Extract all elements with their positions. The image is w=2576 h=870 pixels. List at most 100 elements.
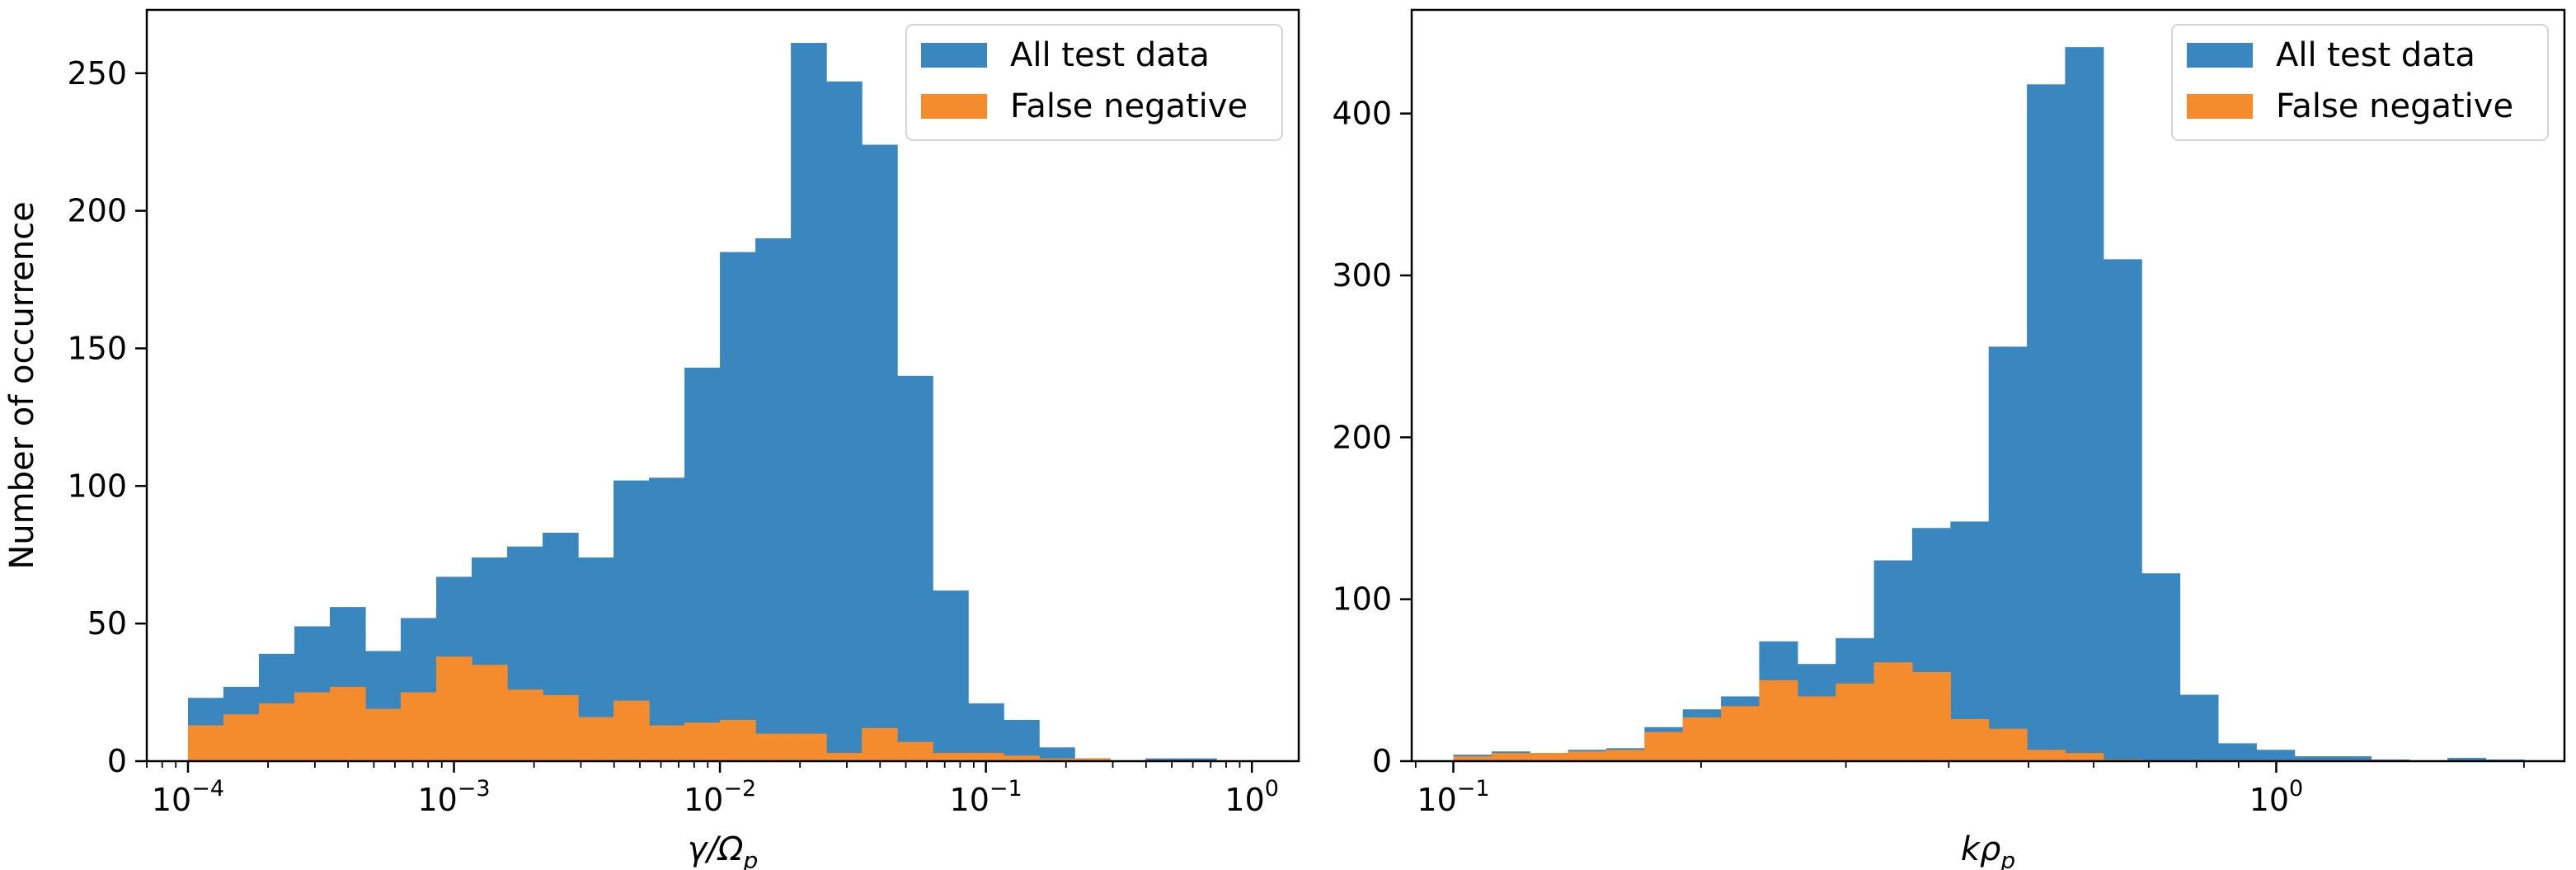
histogram-bar [2217, 743, 2257, 761]
y-tick-label: 250 [67, 55, 127, 92]
x-axis-label: γ/Ωp [688, 830, 759, 870]
histogram-bar [472, 665, 508, 761]
histogram-bar [933, 590, 969, 761]
legend-entry-label: False negative [2276, 87, 2513, 125]
histogram-bar [720, 252, 756, 762]
histogram-bar [897, 741, 933, 761]
histogram-bar [258, 703, 295, 761]
y-tick-label: 50 [87, 605, 127, 642]
chart-panel-left: 10−4 10−3 10−2 10−1 100 0 50 100 150 200 250 γ/Ωp Nu… [3, 8, 1300, 870]
y-tick-label: 150 [67, 330, 127, 366]
histogram-bar [1797, 696, 1836, 761]
histogram-bar [1988, 346, 2028, 761]
series-all-test-data [1453, 47, 2525, 762]
histogram-bar [826, 752, 863, 761]
histogram-bar [1911, 672, 1951, 761]
x-tick-label: 10−2 [684, 776, 756, 818]
histogram-bar [826, 81, 863, 761]
histogram-bar [1453, 756, 1492, 761]
y-tick-label: 200 [1332, 419, 1392, 455]
histogram-bar [1759, 680, 1798, 761]
histogram-bar [1074, 758, 1111, 761]
y-tick-label: 0 [107, 743, 127, 779]
histogram-bar [649, 725, 685, 761]
legend-swatch [2187, 43, 2253, 68]
histogram-bar [543, 694, 579, 761]
histogram-bar [1530, 753, 1569, 761]
histogram-bar [578, 717, 614, 761]
legend: All test data False negative [2171, 24, 2549, 141]
histogram-bar [1950, 718, 1990, 761]
histogram-bar [1644, 731, 1684, 761]
histogram-bar [2103, 259, 2142, 761]
histogram-bar [187, 725, 224, 761]
legend-swatch [921, 94, 987, 119]
histogram-bar [791, 43, 827, 762]
histogram-bar [1605, 750, 1645, 761]
x-tick-label: 100 [1225, 776, 1279, 818]
series-false-negative [1453, 662, 2142, 761]
histogram-bar [1836, 683, 1875, 761]
histogram-bar [223, 714, 260, 761]
y-tick-label: 100 [67, 468, 127, 504]
histogram-bar [2447, 758, 2487, 761]
legend-swatch [921, 43, 987, 68]
histogram-bar [1181, 758, 1217, 761]
histogram-bar [755, 237, 792, 761]
legend-entry-label: False negative [1010, 87, 1248, 125]
histogram-bar [365, 708, 402, 761]
histogram-bar [1039, 747, 1075, 761]
histogram-bar [933, 752, 969, 761]
legend-swatch [2187, 94, 2253, 119]
legend-entry-label: All test data [2276, 36, 2475, 74]
histogram-bar [2179, 694, 2219, 761]
histogram-bar [2027, 750, 2066, 761]
x-tick-label: 100 [2249, 776, 2304, 818]
histogram-bar [1568, 751, 1607, 761]
histogram-bar [649, 477, 685, 761]
y-tick-label: 0 [1372, 743, 1392, 779]
x-tick-label: 10−4 [152, 776, 224, 818]
histogram-bar [294, 692, 331, 761]
y-tick-label: 100 [1332, 581, 1392, 618]
x-tick-label: 10−1 [1417, 776, 1489, 818]
series-all-test-data [187, 43, 1217, 762]
histogram-bar [329, 686, 366, 761]
legend-entry-label: All test data [1010, 36, 1210, 74]
series-false-negative [187, 656, 1111, 761]
histogram-bar [613, 700, 650, 761]
histogram-bar [1873, 662, 1913, 761]
x-tick-label: 10−1 [950, 776, 1022, 818]
plot-frame [1410, 8, 2566, 763]
legend-box [905, 24, 1283, 141]
histogram-bar [2256, 750, 2296, 761]
y-tick-label: 200 [67, 193, 127, 229]
histogram-bar [720, 719, 756, 761]
histogram-bar [2065, 47, 2104, 761]
histogram-bar [401, 692, 437, 761]
y-tick-label: 300 [1332, 257, 1392, 294]
histogram-bar [684, 367, 721, 761]
histogram-bar [791, 733, 827, 761]
x-tick-label: 10−3 [417, 776, 490, 818]
histogram-bar [897, 375, 933, 761]
histogram-bar [1491, 753, 1530, 761]
histogram-bar [1145, 758, 1182, 761]
histogram-bar [2027, 84, 2066, 762]
histogram-bar [2141, 573, 2181, 761]
plot-frame [145, 8, 1300, 763]
histogram-bar [1004, 755, 1040, 761]
chart-panel-right: 10−1 100 0 100 200 300 400 kρp All test data Fals… [1332, 8, 2566, 870]
histogram-bar [968, 752, 1004, 761]
histogram-bar [755, 733, 792, 761]
histogram-bar [862, 727, 898, 761]
histogram-bar [507, 689, 543, 761]
histogram-bar [1039, 758, 1075, 761]
histogram-bar [1004, 719, 1040, 761]
x-axis-label: kρp [1961, 830, 2015, 870]
legend-box [2171, 24, 2549, 141]
histogram-bar [2065, 753, 2104, 761]
histogram-bar [968, 703, 1004, 761]
histogram-bar [2333, 756, 2372, 761]
